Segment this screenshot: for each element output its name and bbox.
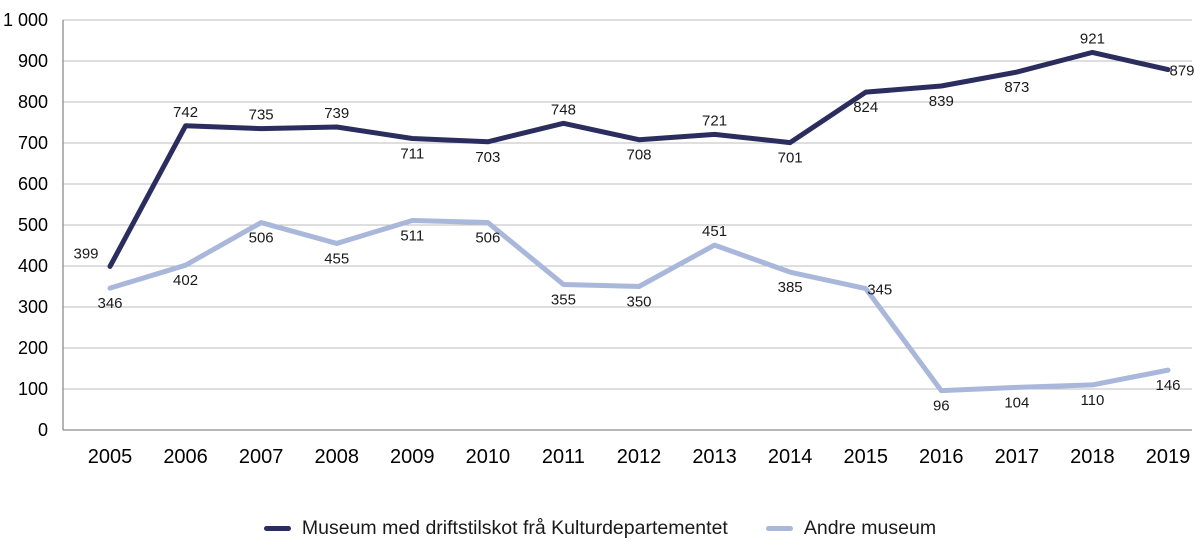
y-tick-label: 300 xyxy=(18,297,48,317)
point-value-label: 455 xyxy=(324,250,349,267)
series-line-0 xyxy=(107,49,1171,269)
point-value-label: 748 xyxy=(551,101,576,118)
point-value-label: 355 xyxy=(551,291,576,308)
plot-area: 0 100 200 300 400 500 600 700 800 900 1 000 2005 200… xyxy=(3,10,1195,468)
point-value-label: 104 xyxy=(1004,394,1029,411)
x-tick-label: 2012 xyxy=(617,446,662,468)
legend-item-museum-driftstilskot: Museum med driftstilskot frå Kulturdepar… xyxy=(263,517,728,540)
point-value-label: 879 xyxy=(1169,63,1194,80)
x-tick-label: 2019 xyxy=(1146,446,1191,468)
point-value-label: 921 xyxy=(1080,30,1105,47)
point-value-label: 346 xyxy=(97,295,122,312)
y-tick-label: 200 xyxy=(18,338,48,358)
y-tick-label: 900 xyxy=(18,51,48,71)
x-tick-label: 2008 xyxy=(314,446,359,468)
point-value-label: 824 xyxy=(853,99,878,116)
point-value-label: 735 xyxy=(249,107,274,124)
x-tick-label: 2013 xyxy=(692,446,737,468)
x-tick-label: 2010 xyxy=(466,446,511,468)
point-value-label: 402 xyxy=(173,272,198,289)
y-tick-label: 700 xyxy=(18,133,48,153)
x-tick-label: 2016 xyxy=(919,446,964,468)
point-value-label: 742 xyxy=(173,104,198,121)
legend-label-museum-driftstilskot: Museum med driftstilskot frå Kulturdepar… xyxy=(301,517,728,539)
y-tick-label: 600 xyxy=(18,174,48,194)
point-value-label: 739 xyxy=(324,105,349,122)
x-tick-label: 2007 xyxy=(239,446,284,468)
y-tick-label: 1 000 xyxy=(3,10,48,30)
point-value-label: 399 xyxy=(73,245,98,262)
y-tick-label: 100 xyxy=(18,379,48,399)
point-value-label: 708 xyxy=(626,147,651,164)
point-value-label: 873 xyxy=(1004,79,1029,96)
x-tick-label: 2005 xyxy=(88,446,133,468)
x-tick-label: 2006 xyxy=(163,446,208,468)
x-tick-label: 2014 xyxy=(768,446,813,468)
y-tick-label: 400 xyxy=(18,256,48,276)
series-line-1 xyxy=(107,217,1171,394)
legend-item-andre-museum: Andre museum xyxy=(765,517,937,540)
x-tick-label: 2011 xyxy=(542,446,585,468)
point-value-label: 146 xyxy=(1155,377,1180,394)
y-tick-label: 800 xyxy=(18,92,48,112)
point-value-label: 350 xyxy=(626,294,651,311)
point-value-label: 711 xyxy=(400,145,424,162)
point-value-label: 385 xyxy=(778,279,803,296)
line-swatch-dark-icon xyxy=(263,526,291,531)
legend: Museum med driftstilskot frå Kulturdepar… xyxy=(0,497,1200,560)
point-value-label: 506 xyxy=(475,230,500,247)
point-value-label: 110 xyxy=(1080,392,1104,409)
x-tick-label: 2009 xyxy=(390,446,435,468)
point-value-label: 451 xyxy=(702,223,727,240)
point-value-label: 511 xyxy=(400,227,424,244)
point-value-label: 721 xyxy=(702,112,727,129)
point-value-label: 703 xyxy=(475,149,500,166)
point-value-label: 839 xyxy=(929,93,954,110)
x-tick-label: 2017 xyxy=(995,446,1040,468)
point-value-label: 345 xyxy=(867,282,892,299)
point-value-label: 506 xyxy=(249,230,274,247)
y-tick-label: 0 xyxy=(38,420,48,440)
legend-label-andre-museum: Andre museum xyxy=(803,517,937,539)
point-value-label: 96 xyxy=(933,398,950,415)
line-swatch-light-icon xyxy=(765,526,793,531)
y-tick-label: 500 xyxy=(18,215,48,235)
x-tick-label: 2015 xyxy=(843,446,888,468)
point-value-label: 701 xyxy=(778,150,803,167)
x-tick-label: 2018 xyxy=(1070,446,1115,468)
